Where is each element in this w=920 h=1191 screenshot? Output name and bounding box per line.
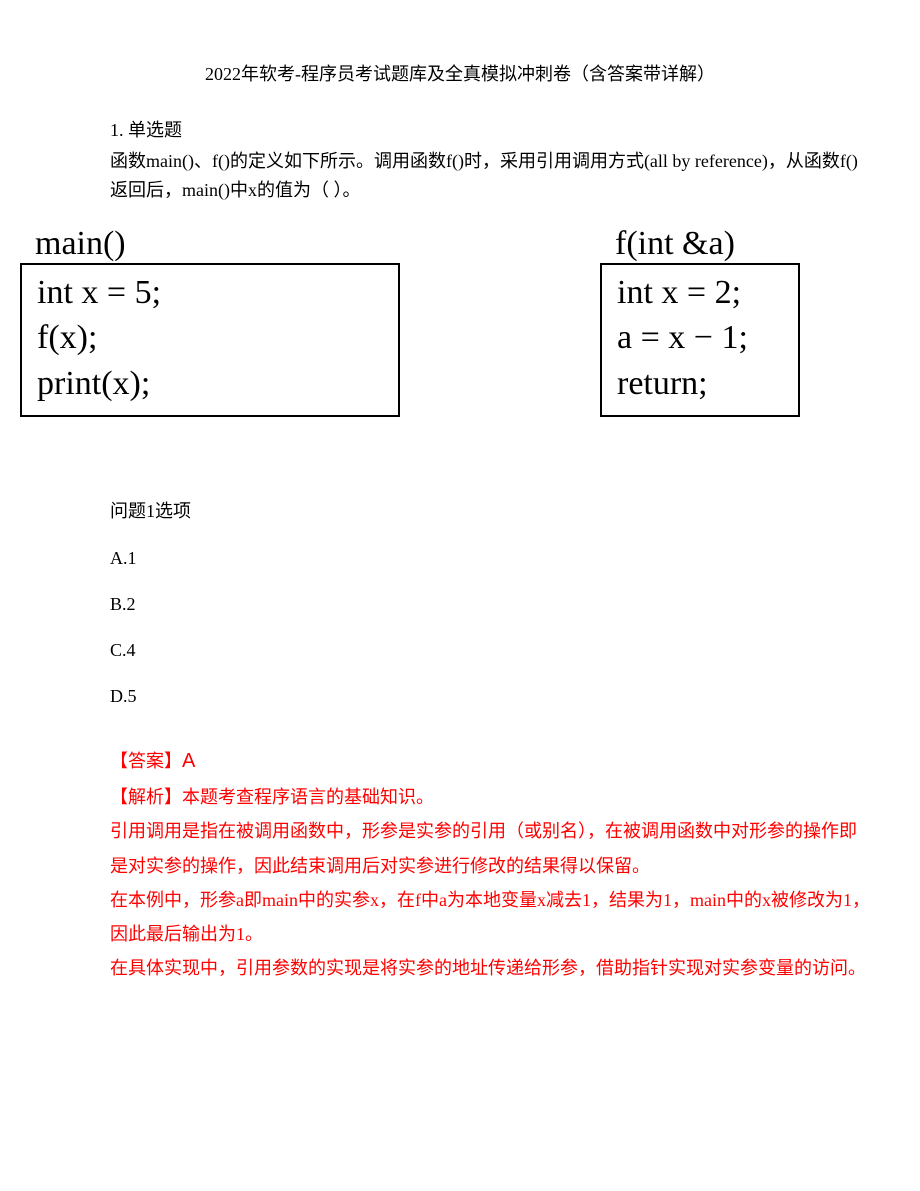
answer-value: A — [182, 750, 195, 772]
question-number: 1. 单选题 — [110, 116, 870, 142]
code-line: f(x); — [37, 315, 383, 361]
option-d: D.5 — [110, 686, 870, 707]
analysis-paragraph: 在具体实现中，引用参数的实现是将实参的地址传递给形参，借助指针实现对实参变量的访… — [110, 951, 870, 985]
analysis-heading: 本题考查程序语言的基础知识。 — [182, 787, 434, 807]
code-line: return; — [617, 361, 783, 407]
document-title: 2022年软考-程序员考试题库及全真模拟冲刺卷（含答案带详解） — [50, 60, 870, 86]
question-text: 函数main()、f()的定义如下所示。调用函数f()时，采用引用调用方式(al… — [110, 147, 870, 205]
option-b: B.2 — [110, 594, 870, 615]
option-a: A.1 — [110, 548, 870, 569]
code-header-f: f(int &a) — [600, 225, 800, 265]
code-line: a = x − 1; — [617, 315, 783, 361]
code-box-f: f(int &a) int x = 2; a = x − 1; return; — [600, 225, 800, 418]
option-c: C.4 — [110, 640, 870, 661]
code-line: int x = 5; — [37, 270, 383, 316]
answer-label: 【答案】 — [110, 751, 182, 771]
code-blocks: main() int x = 5; f(x); print(x); f(int … — [20, 225, 870, 418]
analysis-paragraph: 在本例中，形参a即main中的实参x，在f中a为本地变量x减去1，结果为1，ma… — [110, 883, 870, 951]
code-line: int x = 2; — [617, 270, 783, 316]
code-box-main: main() int x = 5; f(x); print(x); — [20, 225, 400, 418]
analysis-label: 【解析】 — [110, 787, 182, 807]
sub-question-label: 问题1选项 — [110, 497, 870, 523]
answer-section: 【答案】A 【解析】本题考查程序语言的基础知识。 引用调用是指在被调用函数中，形… — [110, 742, 870, 985]
code-body-main: int x = 5; f(x); print(x); — [20, 265, 400, 418]
analysis-paragraph: 引用调用是指在被调用函数中，形参是实参的引用（或别名），在被调用函数中对形参的操… — [110, 814, 870, 882]
code-header-main: main() — [20, 225, 400, 265]
code-body-f: int x = 2; a = x − 1; return; — [600, 265, 800, 418]
code-line: print(x); — [37, 361, 383, 407]
